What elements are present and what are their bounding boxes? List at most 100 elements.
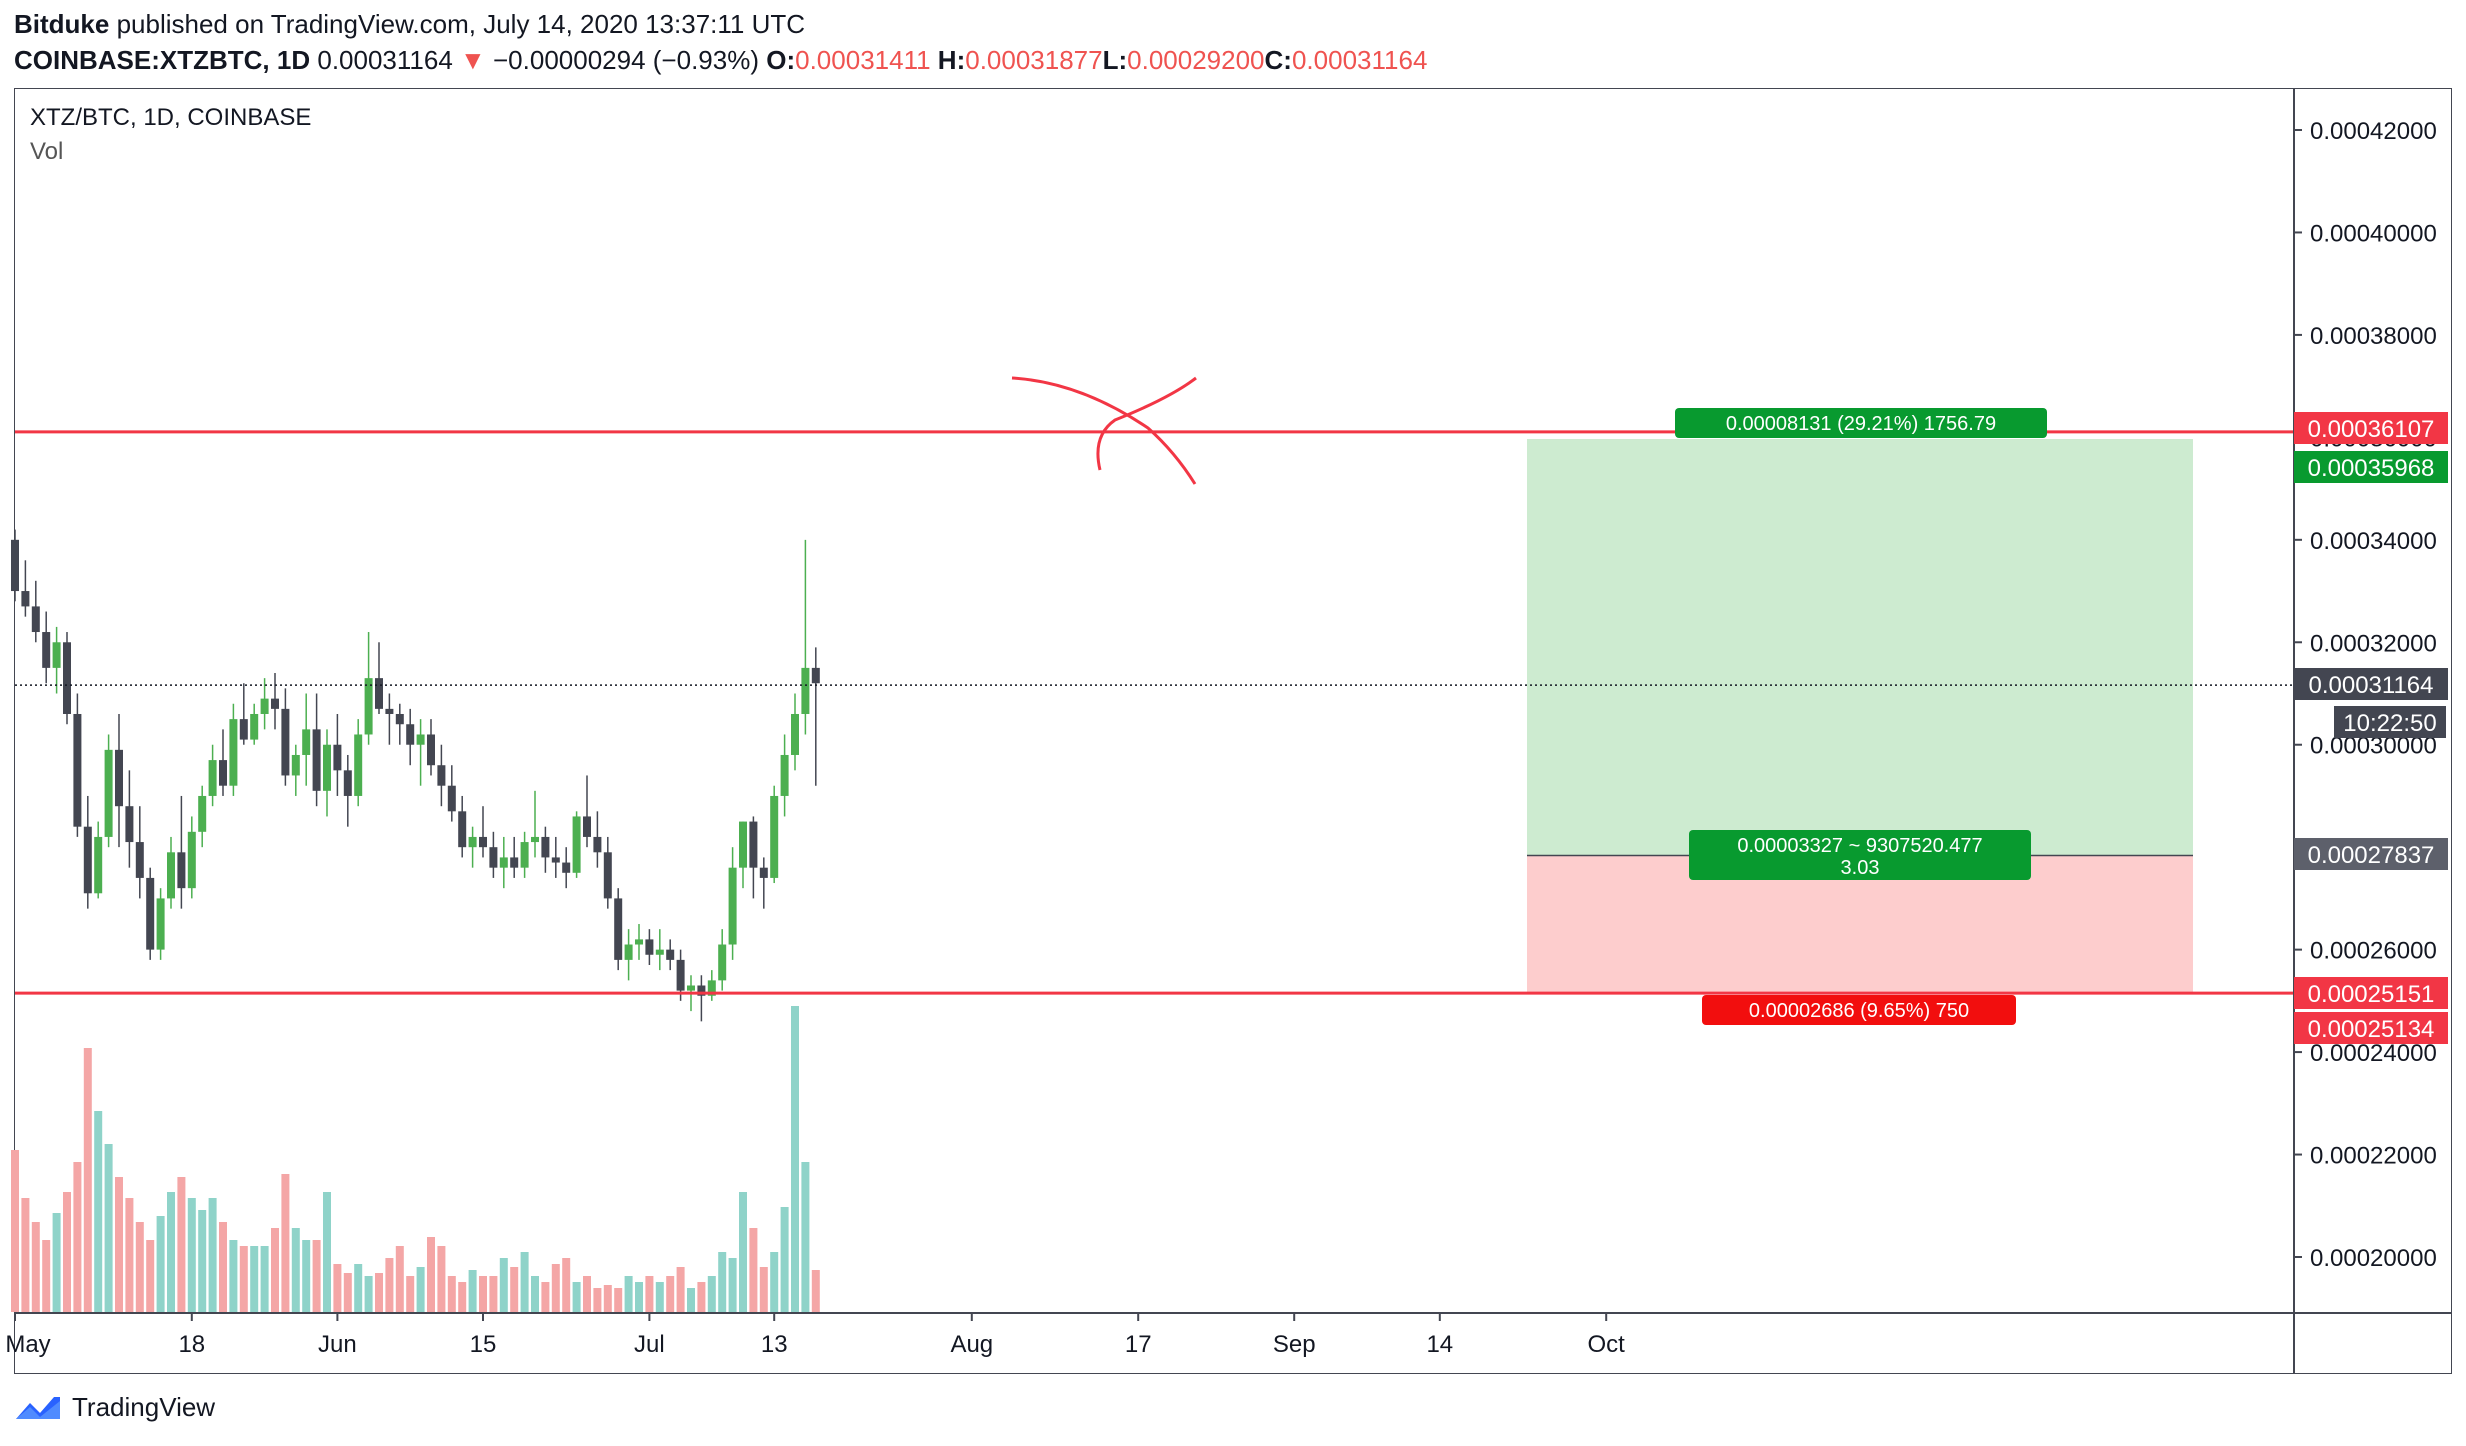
target-zone[interactable] (1527, 439, 2193, 856)
target-label-text: 0.00008131 (29.21%) 1756.79 (1726, 413, 1996, 435)
candle (728, 867, 737, 945)
volume-bar (135, 1222, 144, 1312)
risk-reward-label-text: 0.00003327 ~ 9307520.477 (1737, 835, 1982, 857)
candle (323, 744, 331, 791)
candle (31, 606, 40, 633)
volume-bar (479, 1276, 487, 1312)
candle (811, 667, 820, 684)
candle (551, 857, 560, 863)
volume-bar (416, 1267, 425, 1312)
volume-bar (635, 1282, 643, 1312)
low-value: 0.00029200 (1127, 45, 1265, 75)
x-tick-label: 14 (1426, 1331, 1453, 1358)
volume-bar (125, 1198, 134, 1312)
candle (115, 749, 123, 807)
candle (697, 985, 706, 996)
volume-bar (73, 1162, 82, 1312)
candle (489, 847, 498, 868)
candle (94, 836, 103, 894)
volume-bar (260, 1246, 269, 1312)
ohlc-header: COINBASE:XTZBTC, 1D 0.00031164 ▼ −0.0000… (14, 42, 1427, 78)
volume-bar (271, 1228, 279, 1312)
chart-frame (14, 88, 2452, 1374)
volume-bar (156, 1216, 165, 1312)
y-tick-label: 0.00042000 (2310, 118, 2437, 145)
candle (749, 821, 758, 868)
candle (250, 713, 259, 740)
candle (499, 857, 508, 868)
price-tag-label: 10:22:50 (2343, 710, 2436, 737)
x-tick-label: 13 (761, 1331, 788, 1358)
candle (73, 713, 82, 827)
candle (135, 842, 144, 878)
open-value: 0.00031411 (795, 45, 931, 75)
x-tick-label: 15 (470, 1331, 497, 1358)
volume-bar (707, 1276, 716, 1312)
volume-bar (42, 1240, 51, 1312)
candle (42, 632, 51, 668)
x-tick-label: Aug (950, 1331, 993, 1358)
candle (562, 862, 571, 873)
candle (687, 985, 695, 991)
hand-drawn-cross-mark-2 (1096, 376, 1197, 471)
volume-bar (562, 1258, 571, 1312)
risk-reward-label[interactable] (1689, 830, 2031, 880)
price-tag-label: 0.00035968 (2308, 455, 2435, 482)
volume-bar (541, 1282, 550, 1312)
volume-bar (489, 1276, 498, 1312)
y-tick-label: 0.00026000 (2310, 938, 2437, 965)
candle (375, 678, 383, 709)
candle (780, 754, 789, 796)
volume-bar (791, 1006, 799, 1312)
y-tick-label: 0.00038000 (2310, 323, 2437, 350)
volume-bar (666, 1276, 675, 1312)
candle (739, 821, 747, 868)
volume-bar (385, 1258, 394, 1312)
volume-bar (302, 1240, 311, 1312)
volume-bar (187, 1198, 196, 1312)
candle (707, 980, 716, 996)
candle (718, 944, 727, 981)
symbol-label[interactable]: COINBASE:XTZBTC, 1D (14, 45, 311, 75)
volume-bar (63, 1192, 71, 1312)
volume-bar (31, 1222, 40, 1312)
author-name[interactable]: Bitduke (14, 9, 110, 39)
price-tag (2294, 668, 2448, 700)
y-tick-label: 0.00020000 (2310, 1245, 2437, 1272)
volume-bar (52, 1213, 61, 1312)
candle (645, 939, 654, 955)
candle (302, 729, 311, 755)
candle (791, 713, 799, 755)
volume-bar (115, 1177, 123, 1312)
publish-info: Bitduke published on TradingView.com, Ju… (14, 6, 805, 42)
volume-bar (343, 1273, 352, 1312)
price-change: −0.00000294 (−0.93%) (493, 45, 759, 75)
tradingview-logo-icon (16, 1396, 60, 1419)
y-tick-label: 0.00024000 (2310, 1040, 2437, 1067)
candle (676, 959, 685, 991)
price-tag (2294, 977, 2448, 1009)
candle (146, 877, 155, 950)
candle (291, 754, 300, 776)
candle (385, 708, 394, 714)
volume-bar (572, 1282, 581, 1312)
volume-bar (11, 1150, 19, 1312)
volume-bar (468, 1270, 477, 1312)
volume-bar (510, 1267, 519, 1312)
volume-bar (447, 1276, 456, 1312)
candle (333, 744, 342, 771)
footer-brand[interactable]: TradingView (14, 1392, 215, 1423)
volume-bar (239, 1246, 248, 1312)
high-label: H: (937, 45, 966, 75)
volume-bar (208, 1198, 217, 1312)
x-tick-label: 17 (1125, 1331, 1152, 1358)
volume-bar (219, 1222, 227, 1312)
candle (260, 698, 269, 714)
target-label[interactable] (1675, 408, 2047, 438)
candle (63, 642, 71, 714)
candle (635, 939, 643, 945)
candle (104, 749, 113, 837)
stop-label[interactable] (1702, 995, 2016, 1025)
candle (11, 539, 19, 592)
